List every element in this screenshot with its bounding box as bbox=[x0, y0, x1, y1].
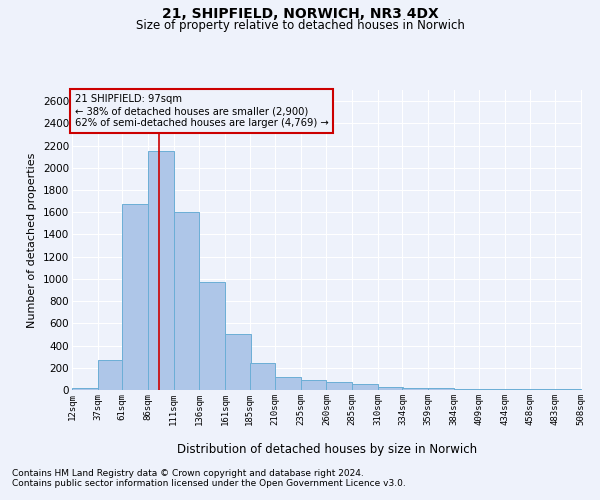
Text: Size of property relative to detached houses in Norwich: Size of property relative to detached ho… bbox=[136, 18, 464, 32]
Bar bbox=[122, 204, 148, 390]
Text: Contains HM Land Registry data © Crown copyright and database right 2024.: Contains HM Land Registry data © Crown c… bbox=[12, 468, 364, 477]
Bar bbox=[326, 382, 352, 390]
Bar bbox=[479, 389, 505, 390]
Text: 21, SHIPFIELD, NORWICH, NR3 4DX: 21, SHIPFIELD, NORWICH, NR3 4DX bbox=[161, 8, 439, 22]
Bar bbox=[72, 388, 98, 390]
Bar bbox=[530, 389, 556, 390]
Bar bbox=[98, 360, 124, 390]
Bar bbox=[148, 151, 173, 390]
Text: 21 SHIPFIELD: 97sqm
← 38% of detached houses are smaller (2,900)
62% of semi-det: 21 SHIPFIELD: 97sqm ← 38% of detached ho… bbox=[74, 94, 328, 128]
Bar bbox=[250, 364, 275, 390]
Bar bbox=[301, 380, 326, 390]
Y-axis label: Number of detached properties: Number of detached properties bbox=[28, 152, 37, 328]
Bar bbox=[199, 282, 225, 390]
Text: Contains public sector information licensed under the Open Government Licence v3: Contains public sector information licen… bbox=[12, 478, 406, 488]
Text: Distribution of detached houses by size in Norwich: Distribution of detached houses by size … bbox=[177, 442, 477, 456]
Bar bbox=[352, 384, 378, 390]
Bar bbox=[275, 376, 301, 390]
Bar bbox=[173, 212, 199, 390]
Bar bbox=[454, 389, 479, 390]
Bar bbox=[428, 388, 454, 390]
Bar bbox=[378, 386, 403, 390]
Bar bbox=[225, 334, 251, 390]
Bar bbox=[403, 388, 428, 390]
